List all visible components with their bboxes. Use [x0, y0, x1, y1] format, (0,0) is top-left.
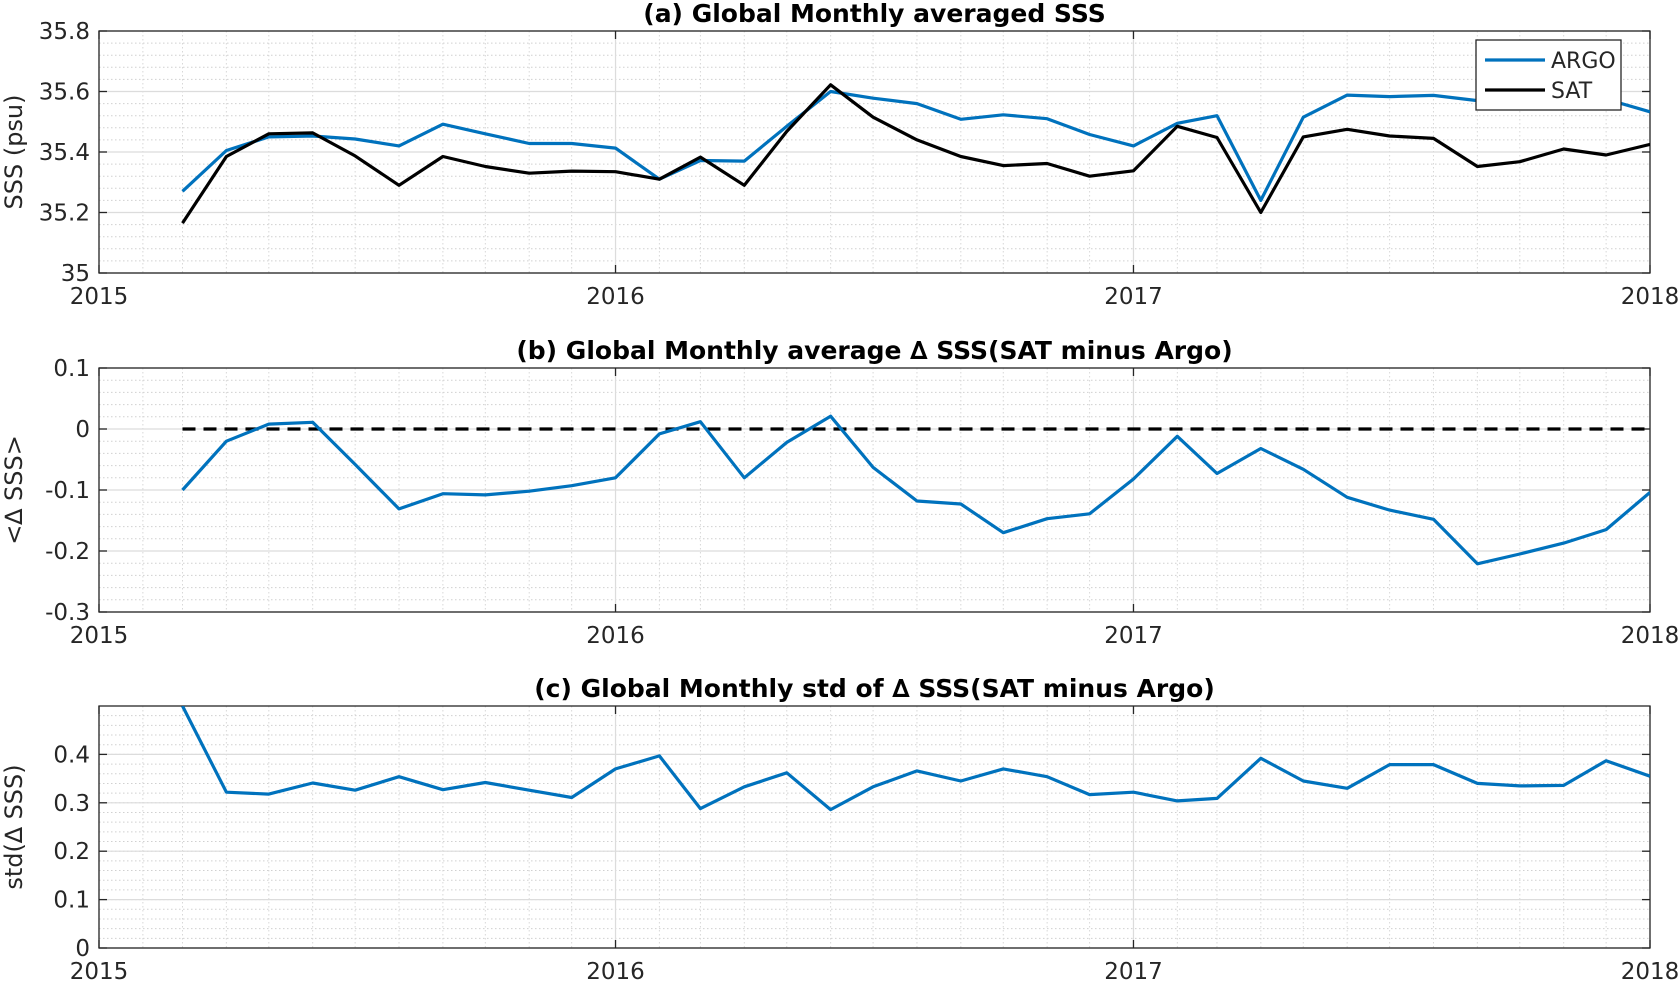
x-tick-label: 2017: [1104, 623, 1163, 649]
chart-plot-area: [181, 706, 1650, 812]
y-tick-label: 0: [75, 417, 90, 443]
chart-legend: ARGO SAT: [1475, 39, 1622, 111]
y-tick-label: 35.6: [39, 80, 90, 106]
y-tick-label: 35.8: [39, 19, 90, 45]
argo-series-line: [181, 89, 1650, 202]
y-tick-label: -0.2: [45, 539, 90, 565]
y-tick-label: 35.4: [39, 140, 90, 166]
x-tick-label: 2017: [1104, 959, 1163, 982]
chart-plot-area: [181, 83, 1650, 224]
x-tick-label: 2015: [70, 623, 129, 649]
y-tick-label: 35: [61, 261, 90, 287]
y-tick-label: -0.1: [45, 478, 90, 504]
chart-panel-1: 2015 2016 2017 2018 35 35.2 35.4 35.6 35.8 (a) Gl…: [0, 0, 1679, 310]
x-tick-label: 2016: [586, 623, 645, 649]
legend-box: [1475, 39, 1622, 111]
chart-title: (c) Global Monthly std of ∆ SSS(SAT minu…: [534, 674, 1215, 703]
series-1-series-line: [181, 706, 1650, 812]
y-tick-label: 0.4: [53, 742, 90, 768]
axes-box: [98, 705, 1651, 949]
y-tick-label: -0.3: [45, 600, 90, 626]
chart-title: (a) Global Monthly averaged SSS: [643, 0, 1105, 28]
chart-panel-2: 2015 2016 2017 2018 -0.3 -0.2 -0.1 0 0.1 (b) Glob…: [0, 336, 1679, 649]
x-tick-label: 2015: [70, 284, 129, 310]
x-tick-label: 2018: [1621, 284, 1680, 310]
y-axis-label: SSS (psu): [0, 94, 28, 209]
y-tick-label: 35.2: [39, 201, 90, 227]
chart-panel-3: 2015 2016 2017 2018 0 0.1 0.2 0.3 0.4 (c) Global …: [0, 674, 1680, 985]
y-tick-label: 0.2: [53, 839, 90, 865]
sat-series-line: [181, 83, 1650, 224]
y-tick-label: 0.3: [53, 791, 90, 817]
legend-label: SAT: [1551, 79, 1593, 104]
series-1-series-line: [181, 414, 1650, 566]
y-tick-label: 0: [75, 936, 90, 962]
y-axis-label: std(∆ SSS): [0, 764, 28, 889]
legend-label: ARGO: [1551, 49, 1616, 74]
x-tick-label: 2017: [1104, 284, 1163, 310]
x-tick-label: 2018: [1621, 959, 1680, 982]
chart-title: (b) Global Monthly average ∆ SSS(SAT min…: [516, 336, 1232, 365]
x-tick-label: 2016: [586, 284, 645, 310]
y-tick-label: 0.1: [53, 888, 90, 914]
x-tick-label: 2018: [1621, 623, 1680, 649]
chart-plot-area: [181, 414, 1650, 566]
y-axis-label: <∆ SSS>: [0, 435, 28, 545]
x-tick-label: 2015: [70, 959, 129, 982]
y-tick-label: 0.1: [53, 356, 90, 382]
x-tick-label: 2016: [586, 959, 645, 982]
